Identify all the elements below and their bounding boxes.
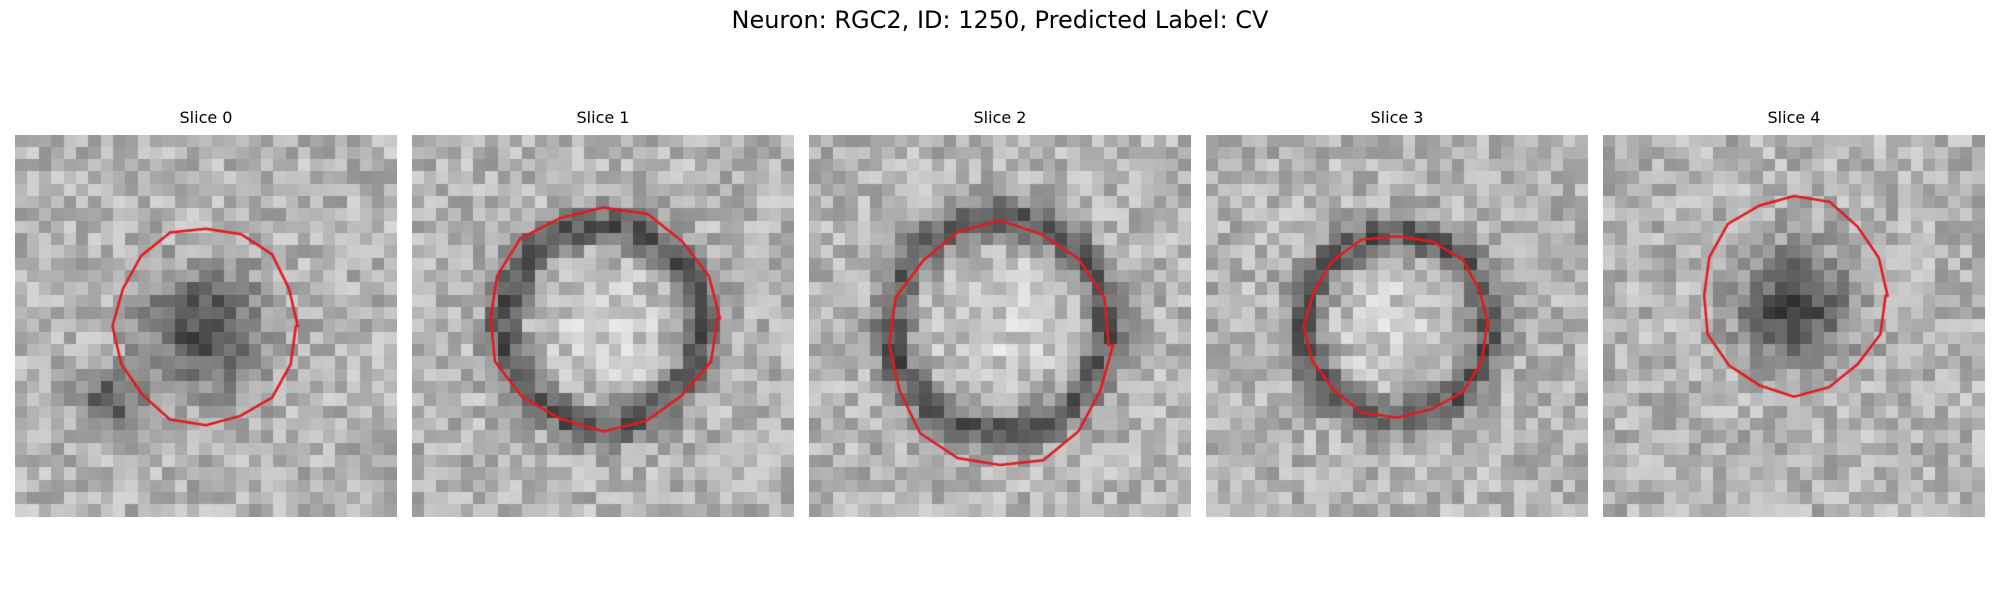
slice-panel-0: Slice 0 bbox=[15, 107, 397, 517]
slice-panel-4: Slice 4 bbox=[1603, 107, 1985, 517]
figure-title: Neuron: RGC2, ID: 1250, Predicted Label:… bbox=[731, 6, 1269, 34]
slice-title: Slice 2 bbox=[973, 108, 1027, 127]
slice-panel-3: Slice 3 bbox=[1206, 107, 1588, 517]
slice-title: Slice 1 bbox=[576, 108, 630, 127]
slice-title: Slice 4 bbox=[1767, 108, 1821, 127]
slice-image bbox=[809, 135, 1191, 517]
slice-title: Slice 0 bbox=[179, 108, 233, 127]
slice-image bbox=[1206, 135, 1588, 517]
slice-panel-1: Slice 1 bbox=[412, 107, 794, 517]
slice-image bbox=[15, 135, 397, 517]
slice-image bbox=[412, 135, 794, 517]
slice-image bbox=[1603, 135, 1985, 517]
slice-title: Slice 3 bbox=[1370, 108, 1424, 127]
slice-panel-2: Slice 2 bbox=[809, 107, 1191, 517]
